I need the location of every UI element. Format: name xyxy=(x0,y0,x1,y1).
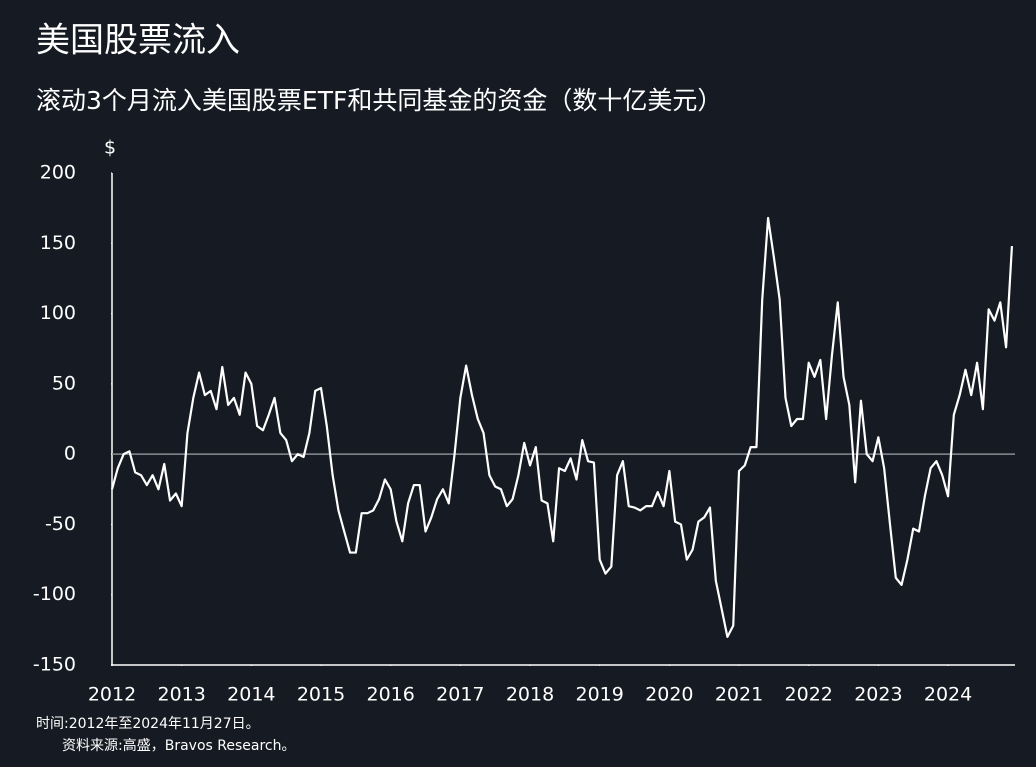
x-tick-label: 2019 xyxy=(576,684,624,706)
x-tick-label: 2021 xyxy=(715,684,763,706)
x-tick-label: 2018 xyxy=(506,684,554,706)
y-tick-label: 50 xyxy=(52,372,76,394)
x-tick-label: 2022 xyxy=(785,684,833,706)
y-tick-label: 100 xyxy=(40,302,76,324)
chart-subtitle: 滚动3个月流入美国股票ETF和共同基金的资金（数十亿美元） xyxy=(36,86,722,115)
x-tick-label: 2015 xyxy=(297,684,345,706)
x-tick-label: 2012 xyxy=(88,684,136,706)
y-tick-label: 150 xyxy=(40,232,76,254)
x-tick-label: 2017 xyxy=(436,684,484,706)
y-tick-label: 0 xyxy=(64,443,76,465)
y-tick-label: -150 xyxy=(33,654,76,676)
note: 时间:2012年至2024年11月27日。 xyxy=(36,716,260,732)
chart-title: 美国股票流入 xyxy=(36,21,240,61)
x-tick-label: 2023 xyxy=(854,684,902,706)
y-axis-label: $ xyxy=(104,137,116,159)
line xyxy=(110,216,1014,638)
x-tick-label: 2013 xyxy=(157,684,205,706)
x-tick-label: 2020 xyxy=(645,684,693,706)
y-tick-label: 200 xyxy=(40,162,76,184)
x-tick-label: 2014 xyxy=(227,684,275,706)
x-tick-label: 2024 xyxy=(924,684,972,706)
note: 资料来源:高盛，Bravos Research。 xyxy=(62,737,295,754)
y-tick-label: -100 xyxy=(33,583,76,605)
y-tick-label: -50 xyxy=(45,513,76,535)
x-tick-label: 2016 xyxy=(367,684,415,706)
